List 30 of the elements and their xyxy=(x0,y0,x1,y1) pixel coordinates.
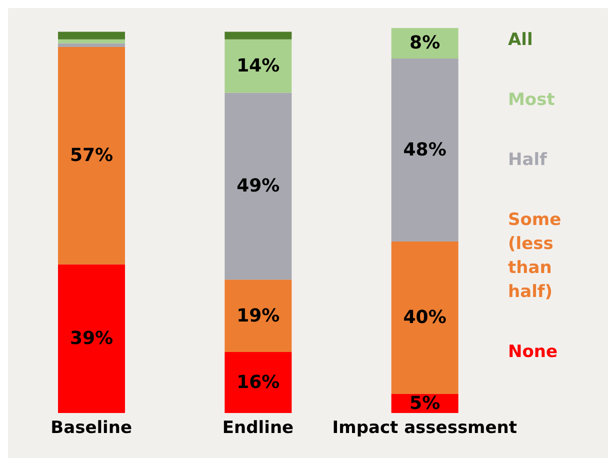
text: Half xyxy=(508,149,548,172)
text: All xyxy=(508,29,534,52)
bar xyxy=(58,43,125,48)
bar xyxy=(224,352,292,413)
bar xyxy=(58,264,125,413)
data-label: 8% xyxy=(410,32,440,54)
text: Some (less than half) xyxy=(508,209,562,304)
text: None xyxy=(508,341,559,364)
bar xyxy=(224,92,292,280)
data-label: 19% xyxy=(236,305,280,326)
bar xyxy=(58,47,125,264)
text: Most xyxy=(508,89,556,112)
data-label: 57% xyxy=(70,145,114,166)
bar xyxy=(391,58,458,242)
data-label: 40% xyxy=(403,307,446,328)
x-tick-label: Impact assessment xyxy=(332,418,518,438)
bar xyxy=(224,280,292,352)
bar xyxy=(224,32,292,40)
data-label: 16% xyxy=(236,372,280,394)
bar xyxy=(391,241,458,394)
data-label: 39% xyxy=(70,328,114,350)
bar xyxy=(224,39,292,93)
data-label: 5% xyxy=(410,392,440,414)
x-tick-label: Endline xyxy=(222,418,294,438)
data-label: 48% xyxy=(403,139,446,160)
data-label: 49% xyxy=(236,176,280,197)
x-tick-label: Baseline xyxy=(50,418,132,438)
bar xyxy=(58,39,125,44)
bar xyxy=(58,32,125,40)
data-label: 14% xyxy=(236,56,280,77)
